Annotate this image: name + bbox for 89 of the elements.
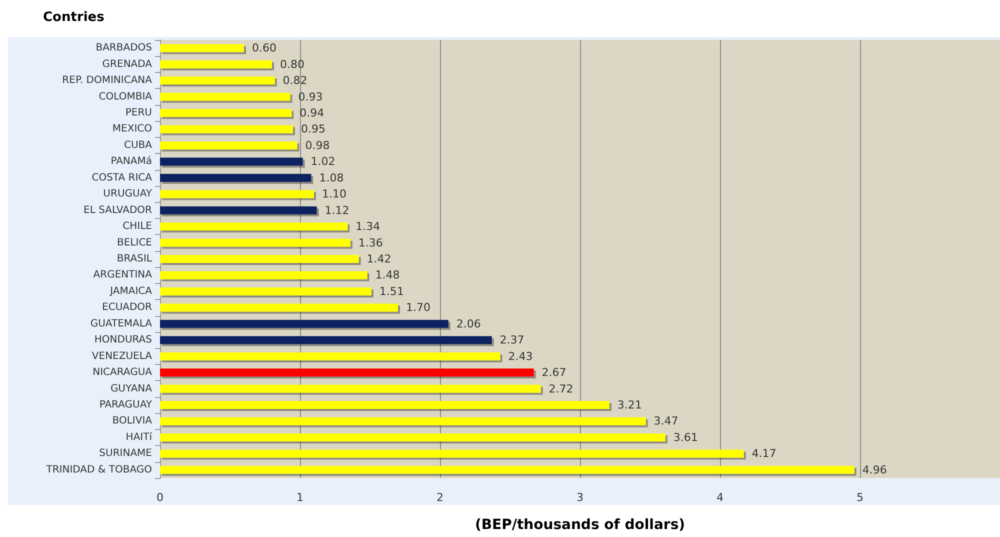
bar [160,44,244,52]
bar [160,417,646,426]
y-tick-label: PERU [125,108,152,118]
data-label: 2.06 [456,317,481,330]
y-tick-label: ECUADOR [102,302,152,314]
y-tick-label: PANAMá [110,156,152,168]
data-label: 1.70 [406,301,430,314]
data-label: 0.93 [298,90,323,104]
y-tick-label: NICARAGUA [92,367,152,378]
y-tick-label: BARBADOS [96,42,152,54]
bar [160,174,312,182]
y-tick-label: ARGENTINA [93,270,152,281]
bar [160,450,744,458]
data-label: 2.72 [548,382,574,396]
data-label: 0.95 [301,122,326,136]
y-tick-label: CUBA [124,140,152,151]
data-label: 1.42 [366,252,392,266]
bar [160,109,292,117]
bar [160,222,348,231]
y-tick-label: VENEZUELA [92,350,152,362]
data-label: 1.08 [319,171,344,184]
y-tick-label: COSTA RICA [92,172,152,184]
data-label: 3.47 [654,414,678,428]
data-label: 0.94 [300,106,324,120]
bar [160,92,290,101]
y-tick-label: URUGUAY [103,188,153,200]
bar [160,287,372,296]
y-tick-label: JAMAICA [109,286,152,297]
bar [160,384,541,393]
bar [160,466,854,474]
bar [160,60,272,68]
y-tick-label: SURINAME [99,448,152,460]
y-tick-label: HAITí [126,432,154,443]
x-tick-label: 5 [856,491,864,504]
y-tick-label: COLOMBIA [98,91,152,102]
chart-title: Contries [43,10,105,25]
bar [160,125,293,134]
data-label: 0.82 [282,74,308,88]
y-tick-label: BELICE [117,237,152,248]
y-tick-label: MEXICO [112,124,152,135]
data-label: 1.02 [310,155,336,168]
x-tick-label: 0 [156,491,164,504]
y-tick-label: CHILE [122,221,152,232]
y-tick-label: HONDURAS [94,334,152,346]
data-label: 3.61 [673,430,698,444]
data-label: 0.98 [305,138,330,152]
bar [160,368,534,377]
data-label: 0.80 [280,58,304,71]
data-label: 0.60 [252,42,276,55]
bar [160,141,298,150]
y-tick-label: REP. DOMINICANA [62,75,152,86]
data-label: 2.37 [500,334,524,347]
x-axis-title: (BEP/thousands of dollars) [474,517,686,533]
bar [160,158,303,166]
y-tick-label: BOLIVIA [112,416,152,427]
bar [160,76,275,85]
data-label: 2.67 [542,366,566,380]
bar [160,304,398,312]
bar [160,433,666,442]
data-label: 1.48 [375,268,400,282]
bar [160,255,359,263]
x-tick-label: 3 [576,491,584,504]
bar [160,352,500,360]
bar [160,190,314,198]
y-tick-label: GUYANA [110,383,152,394]
data-label: 2.43 [508,350,533,363]
bar [160,206,317,214]
y-tick-label: GRENADA [102,58,152,70]
bar [160,238,350,247]
data-label: 3.21 [617,398,642,412]
data-label: 1.36 [358,236,383,250]
bar [160,401,610,409]
data-label: 1.10 [322,188,346,201]
data-label: 1.12 [324,204,350,217]
bar [160,336,492,344]
data-label: 4.17 [752,447,776,460]
data-label: 4.96 [862,463,887,476]
bar [160,320,448,328]
y-tick-label: TRINIDAD & TOBAGO [45,464,152,476]
y-tick-label: PARAGUAY [99,400,153,410]
y-tick-label: BRASIL [116,254,152,264]
x-tick-label: 2 [436,491,444,504]
data-label: 1.51 [379,284,404,298]
x-tick-label: 4 [716,491,724,504]
bar [160,271,368,280]
data-label: 1.34 [356,220,380,234]
x-tick-label: 1 [296,491,304,504]
y-tick-label: GUATEMALA [90,318,152,330]
y-tick-label: EL SALVADOR [84,204,152,216]
